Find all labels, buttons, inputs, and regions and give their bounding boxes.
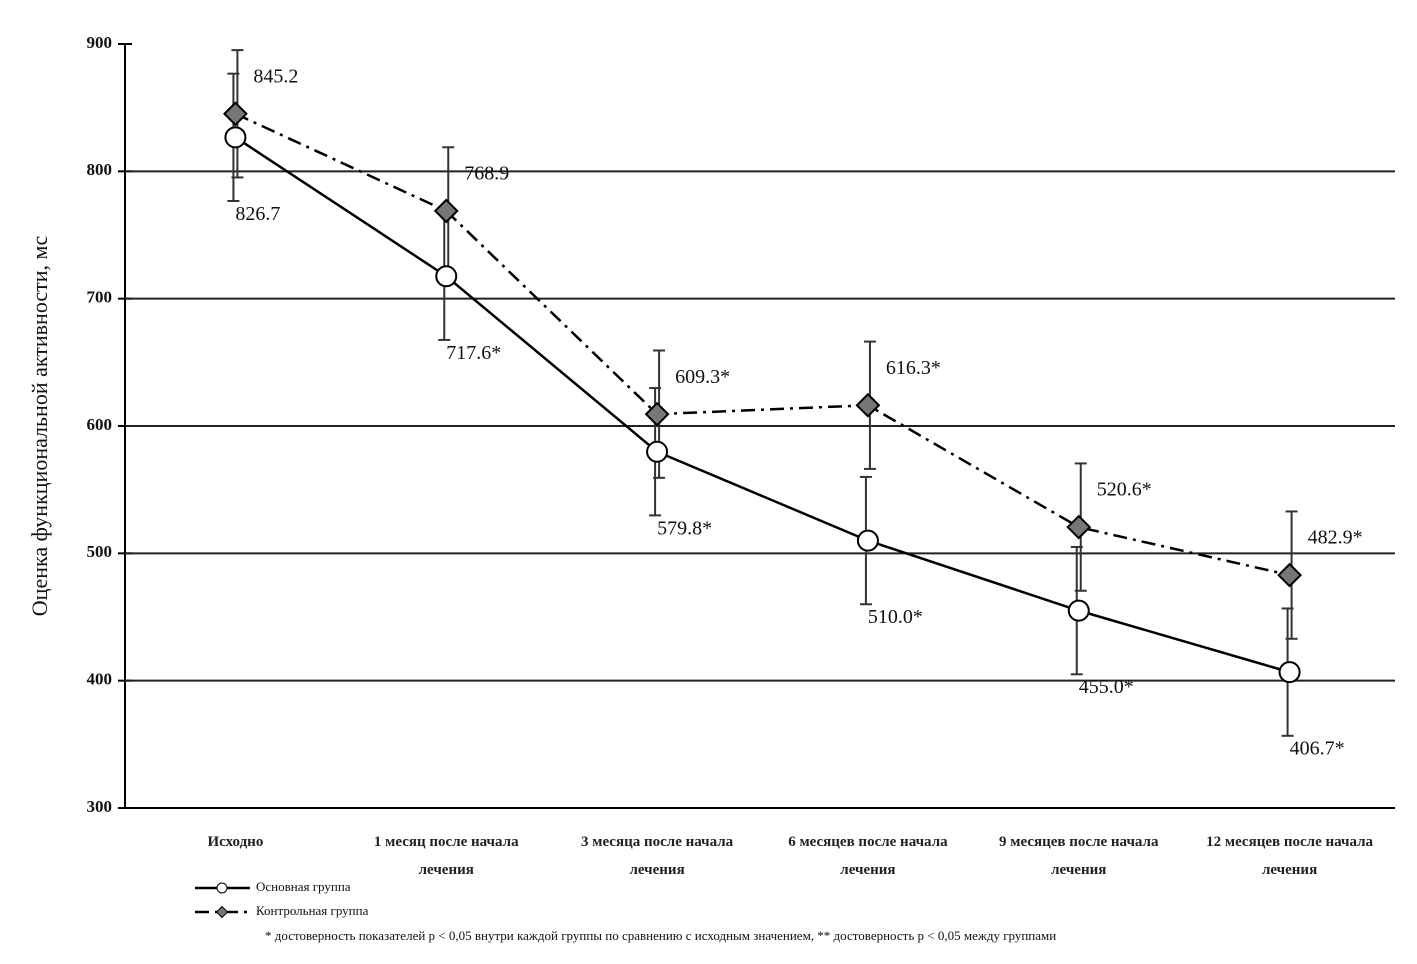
data-point <box>1067 599 1090 622</box>
x-tick-label: 6 месяцев после начала лечения <box>788 834 948 878</box>
x-tick-label: 9 месяцев после начала лечения <box>999 834 1159 878</box>
data-label: 845.2 <box>253 65 298 87</box>
series-line <box>234 112 1290 577</box>
data-label: 455.0* <box>1079 676 1134 698</box>
data-point <box>644 401 670 427</box>
footnote: * достоверность показателей р < 0,05 вну… <box>265 928 1056 943</box>
x-tick-label: Исходно <box>207 834 264 850</box>
data-label: 768.9 <box>464 163 509 185</box>
y-tick-label: 600 <box>87 415 113 434</box>
legend-marker <box>215 905 229 919</box>
data-label: 510.0* <box>868 606 923 628</box>
data-point <box>435 265 458 288</box>
legend-label: Контрольная группа <box>256 903 369 918</box>
data-label: 406.7* <box>1290 738 1345 760</box>
data-label: 482.9* <box>1308 527 1363 549</box>
data-point <box>433 198 459 224</box>
x-tick-label: 3 месяца после начала лечения <box>581 834 734 878</box>
data-point <box>1066 514 1092 540</box>
y-tick-label: 700 <box>87 288 113 307</box>
x-tick-label: 12 месяцев после начала лечения <box>1206 834 1374 878</box>
data-point <box>856 529 879 552</box>
data-label: 826.7 <box>235 203 280 225</box>
data-label: 616.3* <box>886 357 941 379</box>
data-point <box>855 392 881 418</box>
y-tick-label: 300 <box>87 797 113 816</box>
data-label: 717.6* <box>446 342 501 364</box>
data-label: 579.8* <box>657 517 712 539</box>
data-label: 609.3* <box>675 366 730 388</box>
y-tick-label: 800 <box>87 160 113 179</box>
legend-label: Основная группа <box>256 879 351 894</box>
y-tick-label: 900 <box>87 33 113 52</box>
data-point <box>1277 562 1302 588</box>
series-line <box>234 136 1290 674</box>
y-tick-label: 400 <box>87 670 113 689</box>
data-label: 520.6* <box>1097 479 1152 501</box>
data-point <box>1278 661 1301 684</box>
y-axis-label: Оценка функциональной активности, мс <box>27 236 52 617</box>
legend-marker <box>216 882 228 894</box>
data-point <box>223 101 248 127</box>
x-tick-label: 1 месяц после начала лечения <box>373 834 519 878</box>
data-point <box>224 126 247 149</box>
y-tick-label: 500 <box>87 542 113 561</box>
data-point <box>646 440 669 463</box>
